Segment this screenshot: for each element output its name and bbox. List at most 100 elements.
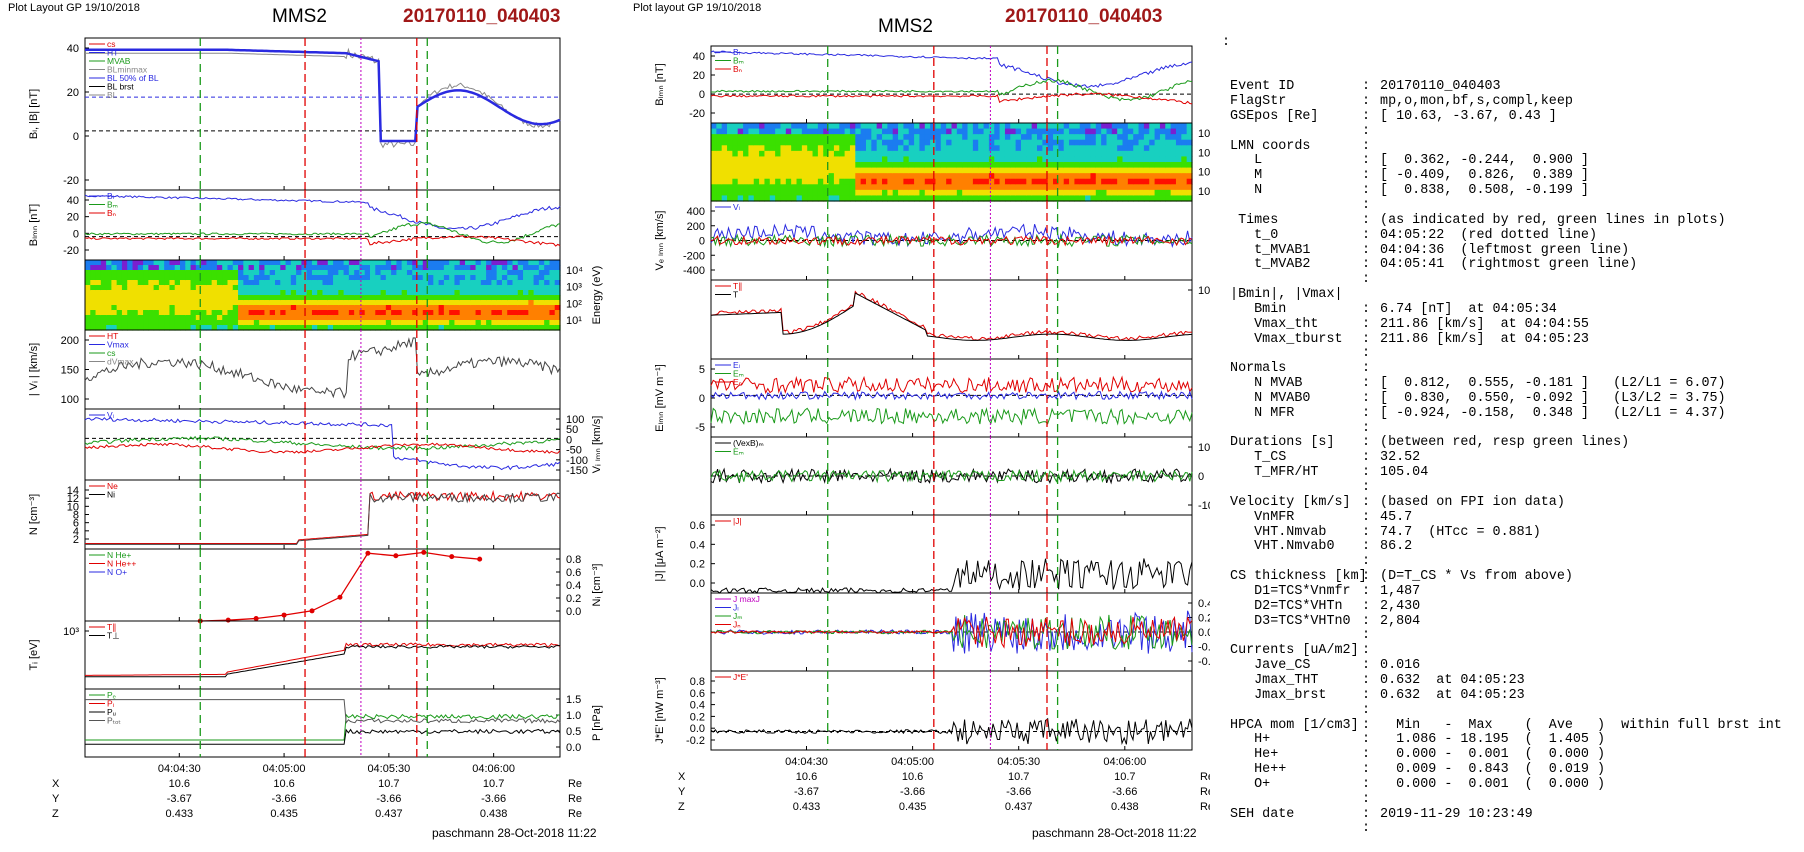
spectrogram-cell bbox=[211, 275, 218, 281]
spectrogram-cell bbox=[807, 184, 814, 191]
spectrogram-cell bbox=[882, 145, 888, 152]
spectrogram-cell bbox=[978, 156, 985, 163]
spectrogram-cell bbox=[898, 167, 904, 174]
y-axis-label: Bₗ, |B| [nT] bbox=[28, 89, 40, 139]
bm-line bbox=[84, 221, 561, 244]
spectrogram-cell bbox=[962, 128, 969, 135]
spectrogram-cell bbox=[554, 290, 561, 296]
spectrogram-cell bbox=[1133, 184, 1140, 191]
spectrogram-cell bbox=[243, 320, 250, 326]
spectrogram-cell bbox=[759, 128, 766, 135]
spectrogram-cell bbox=[828, 123, 835, 130]
spectrogram-cell bbox=[1010, 178, 1017, 185]
spectrogram-cell bbox=[137, 325, 144, 331]
spectrogram-cell bbox=[764, 173, 771, 180]
spectrogram-cell bbox=[370, 290, 376, 296]
spectrogram-cell bbox=[507, 305, 514, 311]
spectrogram-cell bbox=[491, 305, 498, 311]
spectrogram-cell bbox=[401, 300, 408, 306]
spectrogram-cell bbox=[465, 270, 471, 276]
spectrogram-cell bbox=[935, 167, 942, 174]
spectrogram-cell bbox=[1020, 134, 1027, 141]
spectrogram-cell bbox=[517, 310, 524, 316]
spectrogram-cell bbox=[946, 162, 953, 169]
summary-colon: : bbox=[1362, 257, 1371, 273]
spectrogram-cell bbox=[817, 139, 824, 146]
panel-frame-L2 bbox=[84, 189, 561, 261]
spectrogram-cell bbox=[1058, 195, 1065, 202]
spectrogram-cell bbox=[238, 310, 244, 316]
spectrogram-cell bbox=[406, 300, 413, 306]
spectrogram-cell bbox=[465, 285, 471, 291]
spectrogram-cell bbox=[732, 128, 739, 135]
spectrogram-cell bbox=[1111, 173, 1118, 180]
spectrogram-cell bbox=[1042, 134, 1049, 141]
spectrogram-cell bbox=[169, 290, 176, 296]
spectrogram-cell bbox=[428, 310, 434, 316]
spectrogram-cell bbox=[791, 184, 798, 191]
spectrogram-cell bbox=[962, 123, 969, 130]
spectrogram-cell bbox=[85, 285, 91, 291]
spectrogram-cell bbox=[1058, 173, 1065, 180]
spectrogram-cell bbox=[860, 134, 867, 141]
spectrogram-cell bbox=[796, 178, 803, 185]
spectrogram-cell bbox=[935, 150, 942, 158]
spectrogram-cell bbox=[983, 178, 990, 185]
spectrogram-cell bbox=[791, 150, 798, 158]
spectrogram-cell bbox=[517, 305, 524, 311]
spectrogram-cell bbox=[1074, 184, 1081, 191]
spectrogram-cell bbox=[496, 315, 503, 321]
spectrogram-cell bbox=[711, 167, 717, 174]
spectrogram-cell bbox=[791, 145, 798, 152]
spectrogram-cell bbox=[769, 195, 776, 202]
spectrogram-cell bbox=[865, 139, 872, 146]
spectrogram-cell bbox=[994, 128, 1001, 135]
spectrogram-cell bbox=[892, 184, 899, 191]
spectrogram-cell bbox=[876, 128, 883, 135]
spectrogram-cell bbox=[269, 300, 276, 306]
spectrogram-cell bbox=[983, 173, 990, 180]
spectrogram-cell bbox=[903, 134, 910, 141]
spectrogram-cell bbox=[871, 162, 878, 169]
spectrogram-cell bbox=[999, 184, 1006, 191]
spectrogram-cell bbox=[711, 162, 717, 169]
summary-key: He++ bbox=[1222, 762, 1287, 778]
spectrogram-cell bbox=[1058, 128, 1065, 135]
y-tick-label: 0.4 bbox=[690, 539, 705, 551]
spectrogram-cell bbox=[1031, 195, 1038, 202]
spectrogram-cell bbox=[533, 300, 540, 306]
spectrogram-cell bbox=[833, 178, 840, 185]
spectrogram-cell bbox=[823, 156, 830, 163]
spectrogram-cell bbox=[459, 260, 466, 266]
spectrogram-cell bbox=[1015, 167, 1022, 174]
spectrogram-cell bbox=[327, 280, 334, 286]
spectrogram-cell bbox=[1063, 128, 1070, 135]
spectrogram-cell bbox=[121, 260, 128, 266]
spectrogram-cell bbox=[354, 320, 361, 326]
spectrogram-cell bbox=[951, 189, 958, 197]
spectrogram-cell bbox=[1133, 173, 1140, 180]
spectrogram-cell bbox=[311, 260, 318, 266]
spectrogram-cell bbox=[137, 265, 144, 271]
spectrogram-cell bbox=[1101, 195, 1108, 202]
spectrogram-cell bbox=[438, 265, 445, 271]
spectrogram-cell bbox=[90, 290, 97, 296]
spectrogram-cell bbox=[438, 270, 445, 276]
spectrogram-cell bbox=[812, 134, 819, 141]
spectrogram-cell bbox=[946, 178, 953, 185]
spectrogram-cell bbox=[333, 310, 339, 316]
spectrogram-cell bbox=[924, 123, 931, 130]
spectrogram-cell bbox=[785, 128, 792, 135]
summary-row: VHT.Nmvab: 74.7 (HTcc = 0.881) bbox=[1222, 525, 1802, 541]
spectrogram-cell bbox=[785, 178, 792, 185]
spectrogram-cell bbox=[158, 305, 165, 311]
spectrogram-cell bbox=[438, 320, 445, 326]
spectrogram-cell bbox=[1020, 173, 1027, 180]
spectrogram-cell bbox=[322, 295, 329, 301]
spectrogram-cell bbox=[817, 184, 824, 191]
summary-key bbox=[1222, 822, 1362, 837]
spectrogram-cell bbox=[475, 285, 482, 291]
spectrogram-cell bbox=[1165, 173, 1172, 180]
spectrogram-cell bbox=[721, 189, 728, 197]
spectrogram-cell bbox=[1090, 162, 1097, 169]
